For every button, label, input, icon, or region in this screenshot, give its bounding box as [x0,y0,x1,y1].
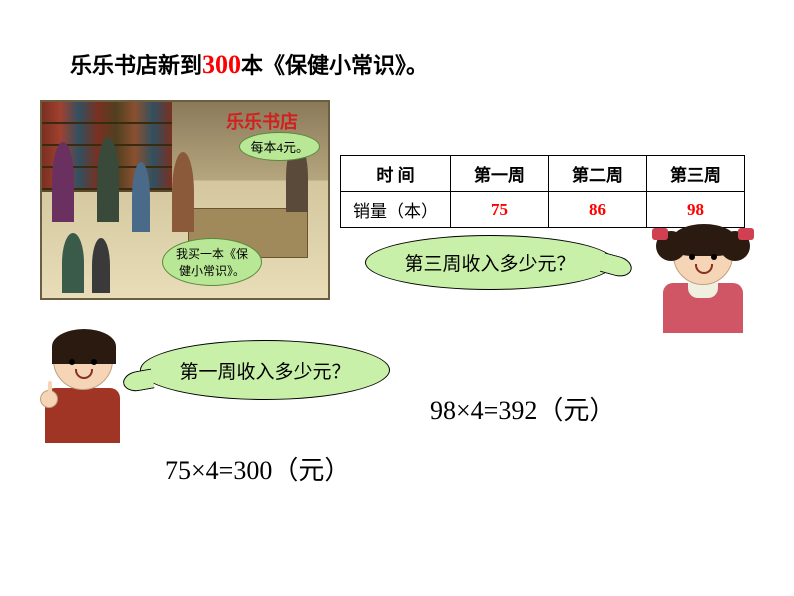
title-prefix: 乐乐书店新到 [70,53,202,78]
title-number: 300 [202,50,241,79]
shop-background: 乐乐书店 每本4元。 我买一本《保健小常识》。 [40,100,330,300]
child-figure [132,162,150,232]
girl-body [663,283,743,333]
customer-figure [172,152,194,232]
equation-week3: 98×4=392（元） [430,390,615,427]
customer-figure [92,238,110,293]
hair-icon [52,329,116,364]
price-bubble: 每本4元。 [239,132,320,161]
col-week3: 第三周 [647,156,745,192]
equation-week1: 75×4=300（元） [165,450,350,487]
sales-table: 时 间 第一周 第二周 第三周 销量（本） 75 86 98 [340,155,745,228]
eye-icon [711,254,717,260]
val-week1: 75 [451,192,549,228]
col-time: 时 间 [341,156,451,192]
mouth-icon [75,369,93,379]
val-week3: 98 [647,192,745,228]
question-week1-text: 第一周收入多少元？ [179,357,350,384]
table-header-row: 时 间 第一周 第二周 第三周 [341,156,745,192]
collar-icon [688,283,718,298]
eye-icon [91,359,97,365]
boy-avatar [35,330,130,450]
page-title: 乐乐书店新到300本《保健小常识》。 [70,48,428,80]
question-week3-bubble: 第三周收入多少元？ [365,235,615,290]
shop-sign: 乐乐书店 [226,108,298,134]
bookstore-illustration: 乐乐书店 每本4元。 我买一本《保健小常识》。 [40,100,330,310]
question-week3-text: 第三周收入多少元？ [404,249,575,276]
customer-figure [52,142,74,222]
col-week1: 第一周 [451,156,549,192]
bow-icon [652,228,668,240]
customer-figure [62,233,84,293]
bow-icon [738,228,754,240]
hair-icon [672,224,736,256]
mouth-icon [695,264,713,274]
eye-icon [69,359,75,365]
girl-avatar [650,225,755,345]
val-week2: 86 [549,192,647,228]
girl-face [673,225,733,285]
buy-bubble: 我买一本《保健小常识》。 [162,238,262,286]
table-data-row: 销量（本） 75 86 98 [341,192,745,228]
boy-face [53,330,113,390]
hand-icon [40,390,58,408]
customer-figure [97,137,119,222]
question-week1-bubble: 第一周收入多少元？ [140,340,390,400]
col-week2: 第二周 [549,156,647,192]
eye-icon [689,254,695,260]
title-suffix: 本《保健小常识》。 [241,53,428,78]
bubble-tail-icon [600,252,634,279]
row-label: 销量（本） [341,192,451,228]
